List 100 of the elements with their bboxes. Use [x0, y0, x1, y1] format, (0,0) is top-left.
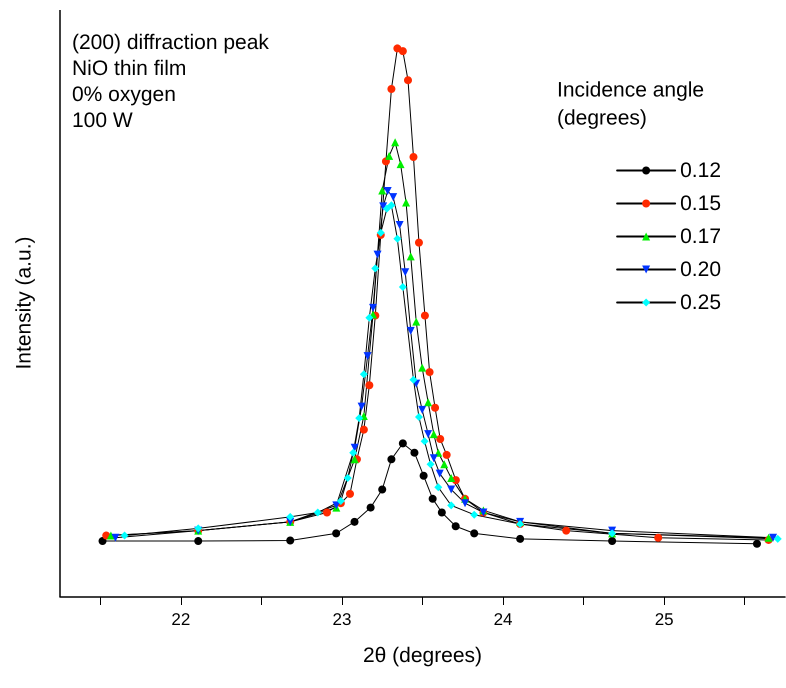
point [428, 494, 437, 503]
annotation: 0% oxygen [72, 83, 176, 106]
point [752, 540, 761, 548]
point [414, 238, 423, 247]
point [365, 381, 374, 390]
point [379, 202, 388, 210]
legend-label: 0.20 [680, 258, 722, 281]
point [410, 448, 418, 457]
annotation: (200) diffraction peak [72, 31, 270, 54]
point [378, 485, 386, 494]
point [382, 204, 391, 213]
point [402, 198, 410, 207]
point [194, 524, 202, 532]
point [420, 472, 428, 480]
point [378, 186, 386, 194]
point [396, 221, 404, 230]
point [360, 426, 368, 434]
point [409, 376, 418, 384]
legend-label: 0.12 [680, 159, 722, 182]
point [412, 318, 420, 326]
point [440, 460, 448, 468]
legend-label: 0.25 [680, 291, 722, 314]
point [516, 534, 524, 543]
point [654, 534, 662, 542]
y-axis-title: Intensity (a.u.) [12, 236, 36, 370]
point [434, 483, 442, 492]
point [120, 532, 129, 540]
point [420, 437, 429, 446]
point [774, 534, 782, 543]
x-axis-title: 2θ (degrees) [362, 644, 482, 667]
point [332, 529, 340, 538]
point [369, 304, 378, 312]
point [447, 474, 456, 482]
point [461, 499, 470, 508]
point [374, 250, 382, 259]
legend-label: 0.17 [680, 225, 722, 248]
point [398, 439, 407, 448]
point [452, 522, 460, 530]
point [286, 512, 294, 521]
point [371, 264, 380, 272]
point [438, 508, 446, 517]
x-tick-label: 23 [332, 610, 352, 629]
point [384, 187, 392, 196]
point [406, 252, 415, 260]
point [470, 529, 478, 538]
point [387, 201, 396, 210]
point [608, 537, 616, 546]
legend-label: 0.15 [680, 192, 722, 215]
x-tick-label: 24 [494, 610, 513, 629]
point [414, 413, 423, 422]
point [426, 368, 434, 376]
point [406, 326, 415, 335]
point [426, 460, 435, 468]
point [366, 504, 375, 512]
point [350, 518, 359, 526]
point [398, 283, 407, 292]
point [391, 138, 400, 146]
point [769, 534, 778, 542]
point [314, 508, 322, 517]
point [470, 510, 478, 519]
point [447, 485, 456, 494]
point [349, 448, 358, 457]
point [431, 404, 440, 412]
point [418, 406, 426, 414]
point [442, 450, 451, 459]
point [364, 352, 372, 360]
annotation: 100 W [72, 109, 133, 132]
point [322, 508, 331, 517]
point [360, 370, 368, 378]
x-tick-label: 25 [654, 610, 674, 629]
point [98, 537, 107, 546]
point [436, 470, 444, 478]
x-tick-label: 22 [171, 610, 190, 629]
point [111, 534, 120, 542]
point [447, 501, 456, 510]
point [430, 430, 438, 438]
point [358, 402, 366, 411]
point [409, 153, 418, 162]
point [389, 193, 398, 202]
point [396, 160, 405, 168]
point [436, 435, 444, 443]
point [424, 398, 432, 406]
point [393, 234, 402, 243]
point [420, 312, 429, 320]
point [401, 268, 410, 276]
point [346, 490, 354, 498]
point [418, 364, 426, 372]
point [355, 414, 364, 422]
point [344, 474, 352, 482]
point [404, 76, 412, 84]
point [562, 526, 570, 535]
point [286, 536, 294, 544]
point [365, 314, 374, 322]
point [398, 47, 407, 56]
point [424, 430, 432, 438]
legend-title: Incidence angle (degrees) [557, 78, 710, 130]
point [430, 454, 438, 462]
annotation: NiO thin film [72, 57, 186, 80]
point [387, 85, 396, 93]
point [336, 496, 345, 505]
